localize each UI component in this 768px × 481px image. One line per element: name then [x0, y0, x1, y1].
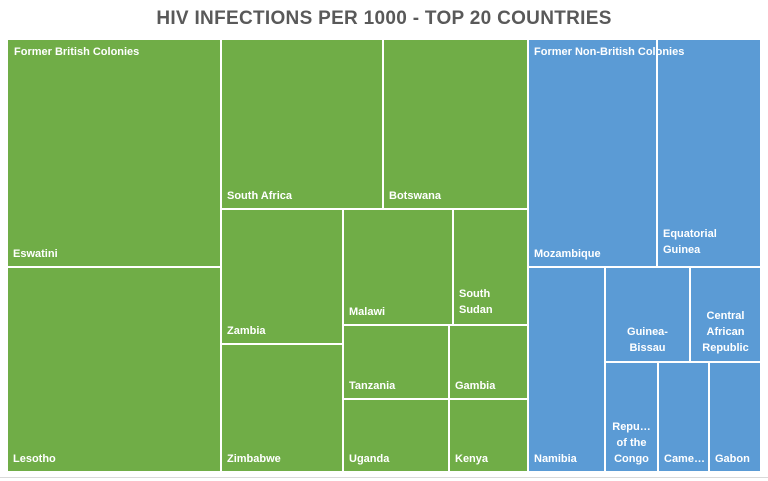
tile-label: Kenya [455, 453, 489, 465]
tile-central-african-republic: Central African Republic [690, 267, 761, 362]
tile-label: Equatorial Guinea [663, 228, 717, 256]
tile-south-africa: South Africa [221, 39, 383, 209]
bottom-border [0, 477, 768, 478]
tile-eswatini: Eswatini [7, 39, 221, 267]
tile-label: Gabon [715, 453, 750, 465]
tile-label: South Sudan [459, 288, 493, 316]
tile-label: Botswana [389, 190, 441, 202]
tile-malawi: Malawi [343, 209, 453, 325]
tile-tanzania: Tanzania [343, 325, 449, 399]
tile-label: Namibia [534, 453, 577, 465]
tile-label: Zambia [227, 325, 266, 337]
tile-label: Repu… of the Congo [612, 421, 651, 465]
tile-label: Lesotho [13, 453, 56, 465]
tile-namibia: Namibia [528, 267, 605, 472]
tile-mozambique: Mozambique [528, 39, 657, 267]
tile-zimbabwe: Zimbabwe [221, 344, 343, 472]
tile-lesotho: Lesotho [7, 267, 221, 472]
tile-label: Mozambique [534, 248, 601, 260]
tile-label: Eswatini [13, 248, 58, 260]
tile-label: Tanzania [349, 380, 396, 392]
tile-repu-of-the-congo: Repu… of the Congo [605, 362, 658, 472]
chart-title: HIV INFECTIONS PER 1000 - TOP 20 COUNTRI… [156, 8, 612, 29]
tile-south-sudan: South Sudan [453, 209, 528, 325]
tile-kenya: Kenya [449, 399, 528, 472]
group-label-former-british-colonies: Former British Colonies [14, 46, 140, 58]
tile-label: Gambia [455, 380, 496, 392]
tile-label: Zimbabwe [227, 453, 281, 465]
tile-label: Malawi [349, 306, 386, 318]
tile-equatorial-guinea: Equatorial Guinea [657, 39, 761, 267]
tile-botswana: Botswana [383, 39, 528, 209]
tile-zambia: Zambia [221, 209, 343, 344]
tile-gambia: Gambia [449, 325, 528, 399]
tile-uganda: Uganda [343, 399, 449, 472]
group-label-former-non-british-colonies: Former Non-British Colonies [534, 46, 685, 58]
tile-guinea-bissau: Guinea- Bissau [605, 267, 690, 362]
tile-label: Uganda [349, 453, 390, 465]
tile-came: Came… [658, 362, 709, 472]
tile-gabon: Gabon [709, 362, 761, 472]
tile-label: Guinea- Bissau [627, 326, 668, 354]
tile-label: Central African Republic [702, 310, 749, 354]
tile-label: South Africa [227, 190, 292, 202]
tile-label: Came… [664, 453, 704, 465]
